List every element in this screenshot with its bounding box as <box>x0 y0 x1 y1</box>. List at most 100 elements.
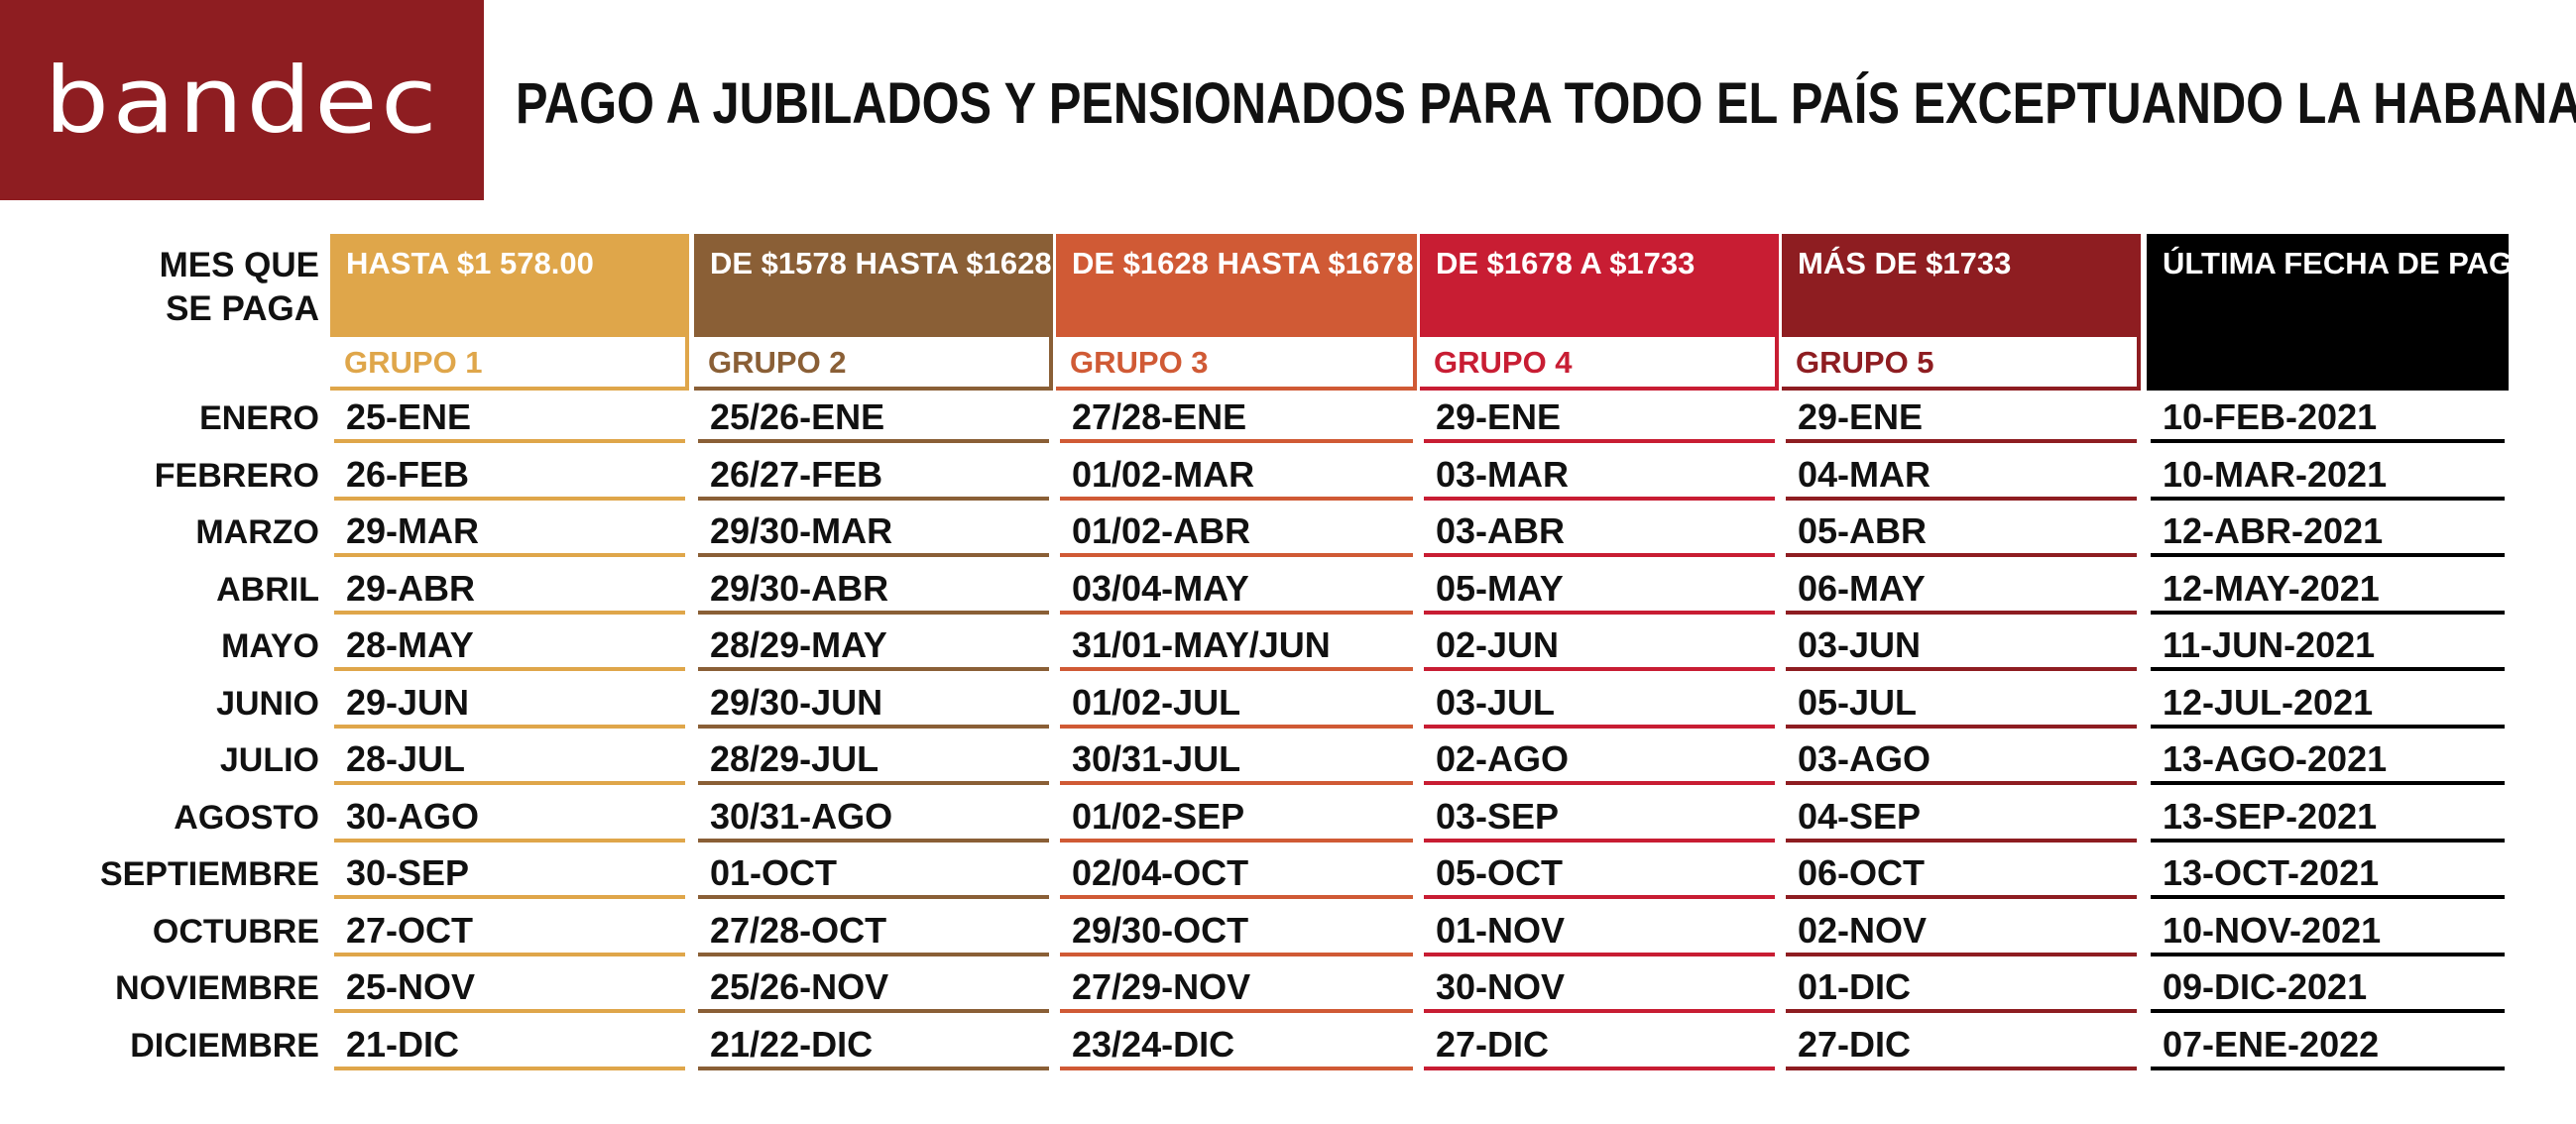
row-header-month: MES QUE SE PAGA <box>59 244 319 331</box>
page-title: PAGO A JUBILADOS Y PENSIONADOS PARA TODO… <box>516 71 2576 136</box>
group-2-date-cell: 27/28-OCT <box>698 904 1049 956</box>
group-4-date-cell: 29-ENE <box>1424 391 1775 443</box>
group-3-date-cell: 29/30-OCT <box>1060 904 1413 956</box>
group-2-date-cell: 21/22-DIC <box>698 1018 1049 1070</box>
group-4-date-cell: 03-ABR <box>1424 505 1775 557</box>
month-label: JULIO <box>219 741 319 779</box>
group-2-date-cell: 29/30-MAR <box>698 505 1049 557</box>
group-4-range-header: DE $1678 A $1733 <box>1420 234 1779 337</box>
group-5-date-cell: 05-ABR <box>1786 505 2137 557</box>
group-4-date-cell: 01-NOV <box>1424 904 1775 956</box>
month-label: DICIEMBRE <box>130 1026 319 1065</box>
group-5-date-cell: 29-ENE <box>1786 391 2137 443</box>
month-label: SEPTIEMBRE <box>99 855 319 893</box>
group-5-date-cell: 04-SEP <box>1786 790 2137 843</box>
group-3-date-cell: 03/04-MAY <box>1060 562 1413 615</box>
group-3-date-cell: 27/29-NOV <box>1060 960 1413 1013</box>
month-label: NOVIEMBRE <box>115 969 319 1007</box>
group-5-date-cell: 06-MAY <box>1786 562 2137 615</box>
last-payment-date-cell: 11-JUN-2021 <box>2151 618 2505 671</box>
group-1-date-cell: 27-OCT <box>334 904 685 956</box>
group-1-date-cell: 30-AGO <box>334 790 685 843</box>
last-payment-date-cell: 13-AGO-2021 <box>2151 732 2505 785</box>
bandec-logo: bandec <box>0 0 484 200</box>
month-label: MARZO <box>195 513 319 551</box>
month-label: MAYO <box>221 627 319 665</box>
last-payment-date-cell: 07-ENE-2022 <box>2151 1018 2505 1070</box>
group-1-date-cell: 28-MAY <box>334 618 685 671</box>
month-label: AGOSTO <box>174 798 319 837</box>
group-5-date-cell: 03-JUN <box>1786 618 2137 671</box>
group-4-date-cell: 02-JUN <box>1424 618 1775 671</box>
group-4-date-cell: 30-NOV <box>1424 960 1775 1013</box>
row-header-line-2: SE PAGA <box>166 289 319 328</box>
group-2-date-cell: 29/30-ABR <box>698 562 1049 615</box>
group-3-date-cell: 01/02-SEP <box>1060 790 1413 843</box>
group-2-date-cell: 01-OCT <box>698 846 1049 899</box>
last-payment-date-cell: 10-FEB-2021 <box>2151 391 2505 443</box>
month-label: FEBRERO <box>154 456 319 495</box>
logo-text: bandec <box>44 47 440 154</box>
group-1-date-cell: 21-DIC <box>334 1018 685 1070</box>
group-5-date-cell: 05-JUL <box>1786 676 2137 729</box>
month-label: OCTUBRE <box>152 912 319 951</box>
month-label: ABRIL <box>216 570 319 609</box>
group-1-date-cell: 25-ENE <box>334 391 685 443</box>
group-1-date-cell: 29-ABR <box>334 562 685 615</box>
group-5-date-cell: 02-NOV <box>1786 904 2137 956</box>
group-5-date-cell: 27-DIC <box>1786 1018 2137 1070</box>
group-5-date-cell: 06-OCT <box>1786 846 2137 899</box>
group-4-date-cell: 27-DIC <box>1424 1018 1775 1070</box>
last-payment-header: ÚLTIMA FECHA DE PAGO <box>2147 234 2536 391</box>
last-payment-date-cell: 13-OCT-2021 <box>2151 846 2505 899</box>
group-4-date-cell: 02-AGO <box>1424 732 1775 785</box>
last-payment-date-cell: 13-SEP-2021 <box>2151 790 2505 843</box>
group-1-date-cell: 28-JUL <box>334 732 685 785</box>
group-3-date-cell: 01/02-JUL <box>1060 676 1413 729</box>
group-5-label: GRUPO 5 <box>1782 337 2141 391</box>
group-1-date-cell: 29-MAR <box>334 505 685 557</box>
group-2-date-cell: 25/26-ENE <box>698 391 1049 443</box>
group-2-date-cell: 25/26-NOV <box>698 960 1049 1013</box>
last-payment-date-cell: 10-MAR-2021 <box>2151 448 2505 501</box>
group-4-date-cell: 03-MAR <box>1424 448 1775 501</box>
group-3-date-cell: 02/04-OCT <box>1060 846 1413 899</box>
group-5-date-cell: 03-AGO <box>1786 732 2137 785</box>
group-5-range-header: MÁS DE $1733 <box>1782 234 2141 337</box>
group-2-label: GRUPO 2 <box>694 337 1053 391</box>
group-2-date-cell: 29/30-JUN <box>698 676 1049 729</box>
group-5-date-cell: 04-MAR <box>1786 448 2137 501</box>
last-payment-date-cell: 09-DIC-2021 <box>2151 960 2505 1013</box>
group-3-date-cell: 31/01-MAY/JUN <box>1060 618 1413 671</box>
row-header-line-1: MES QUE <box>159 246 319 284</box>
group-3-date-cell: 01/02-ABR <box>1060 505 1413 557</box>
group-5-date-cell: 01-DIC <box>1786 960 2137 1013</box>
month-label: ENERO <box>199 399 319 437</box>
group-2-date-cell: 30/31-AGO <box>698 790 1049 843</box>
group-4-date-cell: 03-SEP <box>1424 790 1775 843</box>
last-payment-date-cell: 12-MAY-2021 <box>2151 562 2505 615</box>
group-2-range-header: DE $1578 HASTA $1628 <box>694 234 1053 337</box>
group-1-date-cell: 25-NOV <box>334 960 685 1013</box>
group-3-range-header: DE $1628 HASTA $1678 <box>1056 234 1417 337</box>
group-1-label: GRUPO 1 <box>330 337 689 391</box>
last-payment-date-cell: 10-NOV-2021 <box>2151 904 2505 956</box>
last-payment-date-cell: 12-ABR-2021 <box>2151 505 2505 557</box>
group-3-date-cell: 23/24-DIC <box>1060 1018 1413 1070</box>
group-1-date-cell: 30-SEP <box>334 846 685 899</box>
group-3-date-cell: 30/31-JUL <box>1060 732 1413 785</box>
group-1-date-cell: 26-FEB <box>334 448 685 501</box>
group-3-date-cell: 01/02-MAR <box>1060 448 1413 501</box>
group-3-date-cell: 27/28-ENE <box>1060 391 1413 443</box>
group-4-date-cell: 05-MAY <box>1424 562 1775 615</box>
group-1-range-header: HASTA $1 578.00 <box>330 234 689 337</box>
month-label: JUNIO <box>216 684 319 723</box>
group-4-label: GRUPO 4 <box>1420 337 1779 391</box>
group-2-date-cell: 28/29-JUL <box>698 732 1049 785</box>
group-1-date-cell: 29-JUN <box>334 676 685 729</box>
last-payment-date-cell: 12-JUL-2021 <box>2151 676 2505 729</box>
group-4-date-cell: 05-OCT <box>1424 846 1775 899</box>
group-3-label: GRUPO 3 <box>1056 337 1417 391</box>
group-4-date-cell: 03-JUL <box>1424 676 1775 729</box>
group-2-date-cell: 26/27-FEB <box>698 448 1049 501</box>
